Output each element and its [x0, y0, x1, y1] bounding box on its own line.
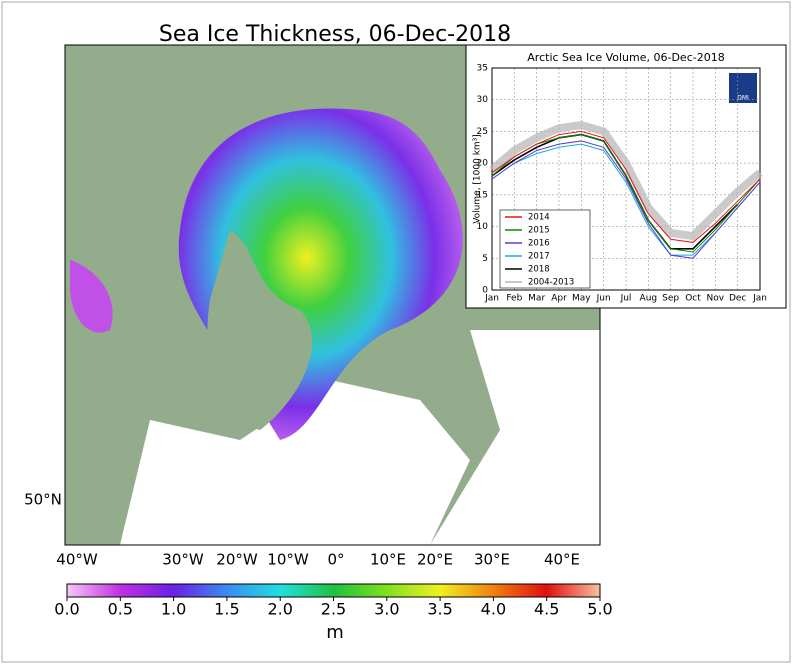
x-tick-label: Aug — [640, 294, 658, 304]
y-tick-label: 20 — [477, 159, 489, 169]
legend-label: 2014 — [528, 213, 550, 223]
colorbar-tick-label: 1.5 — [214, 600, 239, 619]
y-tick-label: 25 — [477, 127, 488, 137]
lon-label: 10°W — [267, 551, 309, 569]
x-tick-label: Feb — [506, 294, 522, 304]
x-tick-label: Mar — [528, 294, 545, 304]
x-tick-label: Apr — [551, 294, 567, 304]
lon-label: 40°E — [544, 551, 580, 569]
lon-label: 30°W — [162, 551, 204, 569]
colorbar-tick-label: 4.5 — [534, 600, 559, 619]
lon-label: 20°W — [216, 551, 258, 569]
lon-label: 0° — [327, 551, 344, 569]
lon-label: 40°W — [56, 551, 98, 569]
colorbar-label: m — [326, 622, 344, 643]
colorbar-tick-label: 0.0 — [54, 600, 79, 619]
x-tick-label: Jan — [484, 294, 499, 304]
colorbar-tick-label: 5.0 — [587, 600, 612, 619]
ocean — [120, 380, 470, 545]
series-line — [491, 140, 761, 259]
series-line — [489, 121, 763, 241]
lat-label: 50°N — [24, 491, 62, 509]
x-tick-label: Dec — [729, 294, 746, 304]
x-tick-label: May — [572, 294, 591, 304]
x-tick-label: Jan — [752, 294, 767, 304]
sea-ice — [70, 260, 113, 333]
legend-label: 2017 — [528, 252, 550, 262]
lon-label: 30°E — [474, 551, 510, 569]
map-title: Sea Ice Thickness, 06-Dec-2018 — [159, 22, 511, 47]
y-tick-label: 30 — [477, 95, 489, 105]
map — [65, 45, 600, 545]
colorbar-tick-label: 4.0 — [481, 600, 506, 619]
series-line — [491, 130, 761, 243]
colorbar-tick-label: 0.5 — [108, 600, 133, 619]
x-tick-label: Jun — [596, 294, 611, 304]
colorbar-tick-label: 3.0 — [374, 600, 399, 619]
lon-label: 20°E — [417, 551, 453, 569]
chart-title: Arctic Sea Ice Volume, 06-Dec-2018 — [527, 51, 724, 64]
x-tick-label: Nov — [707, 294, 725, 304]
x-tick-label: Jul — [620, 294, 632, 304]
dmi-logo-text: DMI — [737, 95, 749, 102]
legend-label: 2018 — [528, 265, 550, 275]
colorbar — [66, 583, 601, 598]
legend-label: 2015 — [528, 226, 550, 236]
greenland — [207, 230, 313, 430]
y-tick-label: 10 — [477, 222, 489, 232]
legend-box — [499, 209, 591, 289]
y-tick-label: 5 — [482, 254, 488, 264]
colorbar-tick-label: 3.5 — [427, 600, 452, 619]
y-tick-label: 15 — [477, 190, 488, 200]
lon-label: 10°E — [370, 551, 406, 569]
x-tick-label: Oct — [685, 294, 701, 304]
x-tick-label: Sep — [662, 294, 679, 304]
colorbar-tick-label: 2.5 — [321, 600, 346, 619]
legend-label: 2016 — [528, 239, 550, 249]
colorbar-tick-label: 2.0 — [267, 600, 292, 619]
colorbar-tick-label: 1.0 — [161, 600, 186, 619]
legend-label: 2004-2013 — [528, 278, 574, 288]
y-axis-label: Volume, [1000 km³] — [473, 134, 483, 224]
y-tick-label: 0 — [482, 286, 488, 296]
y-tick-label: 35 — [477, 64, 488, 74]
dmi-logo — [729, 73, 757, 103]
ocean — [430, 330, 600, 545]
